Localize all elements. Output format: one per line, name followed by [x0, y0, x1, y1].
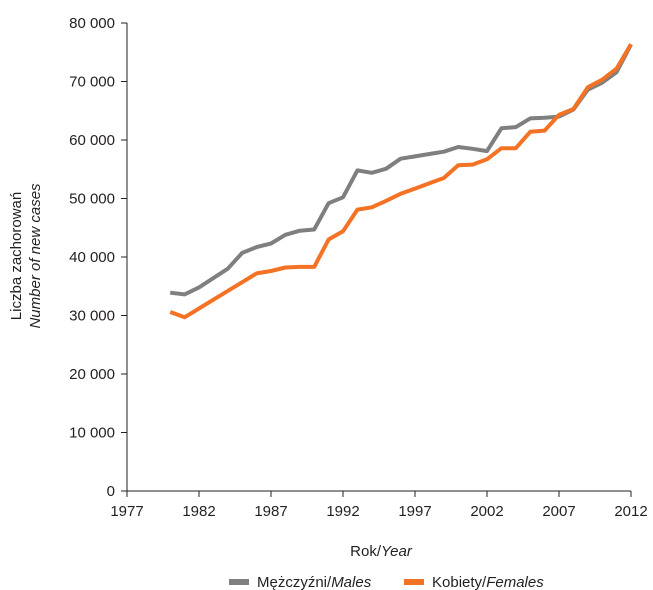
legend-label-females: Kobiety/Females: [432, 574, 544, 590]
y-axis-title: Liczba zachorowań: [8, 192, 25, 320]
x-axis-title-main: Rok/: [350, 543, 382, 560]
legend-label-males-main: Mężczyźni/: [257, 574, 332, 590]
y-tick-label: 60 000: [69, 132, 115, 149]
series-lines: [169, 43, 633, 320]
legend: Mężczyźni/Males Kobiety/Females: [229, 574, 544, 590]
x-tick-label: 1997: [398, 503, 431, 520]
legend-item-females: Kobiety/Females: [404, 574, 544, 590]
y-tick-label: 80 000: [69, 15, 115, 32]
y-axis-title-secondary: Number of new cases: [27, 183, 44, 329]
y-tick-label: 50 000: [69, 191, 115, 208]
y-tick-label: 40 000: [69, 249, 115, 266]
series-line-males: [169, 43, 633, 297]
y-tick-label: 0: [107, 483, 115, 500]
x-tick-label: 1977: [110, 503, 143, 520]
legend-label-females-italic: Females: [486, 574, 544, 590]
x-axis-title-secondary: Year: [381, 543, 413, 560]
x-tick-label: 2007: [542, 503, 575, 520]
axes: [126, 23, 631, 492]
legend-label-females-main: Kobiety/: [432, 574, 487, 590]
series-line-females: [169, 43, 633, 320]
x-tick-label: 1987: [254, 503, 287, 520]
x-axis-ticks: 1977 1982 1987 1992 1997 2002 2007 2012: [110, 491, 648, 520]
y-tick-label: 20 000: [69, 366, 115, 383]
legend-label-males-italic: Males: [331, 574, 372, 590]
y-tick-label: 70 000: [69, 74, 115, 91]
legend-item-males: Mężczyźni/Males: [229, 574, 372, 590]
x-axis-title: Rok/Year: [350, 543, 413, 560]
legend-label-males: Mężczyźni/Males: [257, 574, 372, 590]
x-tick-label: 2012: [614, 503, 647, 520]
y-tick-label: 30 000: [69, 308, 115, 325]
x-tick-label: 1982: [182, 503, 215, 520]
y-tick-label: 10 000: [69, 425, 115, 442]
legend-swatch-females: [404, 579, 424, 585]
y-axis-ticks: 0 10 000 20 000 30 000 40 000 50 000 60 000 70 …: [69, 15, 127, 500]
y-axis-title-main: Liczba zachorowań: [8, 192, 25, 320]
legend-swatch-males: [229, 579, 249, 585]
x-tick-label: 1992: [326, 503, 359, 520]
y-axis-title-italic: Number of new cases: [27, 183, 44, 329]
x-tick-label: 2002: [470, 503, 503, 520]
